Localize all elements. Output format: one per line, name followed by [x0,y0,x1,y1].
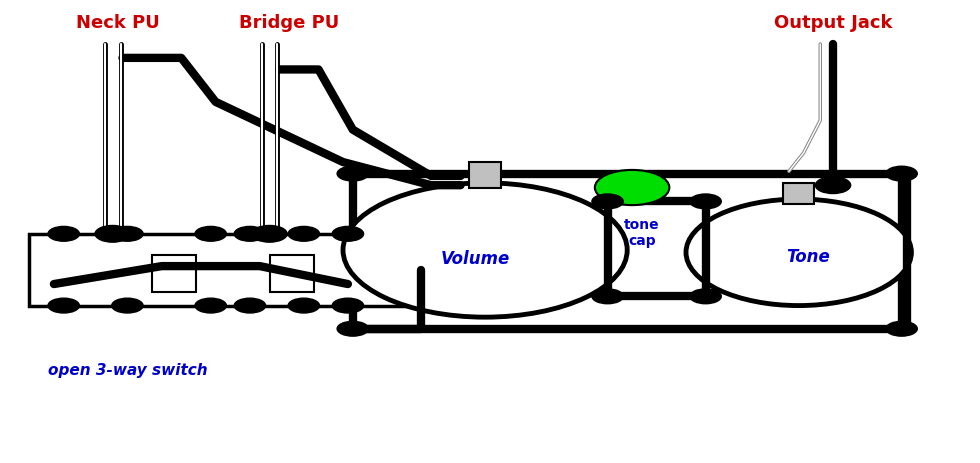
Circle shape [343,183,627,317]
Circle shape [690,289,721,304]
Circle shape [252,225,287,242]
Text: open 3-way switch: open 3-way switch [48,363,207,378]
Circle shape [48,298,79,313]
Circle shape [595,170,669,205]
Circle shape [690,194,721,209]
Circle shape [112,298,143,313]
Circle shape [332,226,364,241]
Bar [29,234,421,306]
Circle shape [592,289,623,304]
Circle shape [195,226,226,241]
Text: tone
cap: tone cap [624,218,660,248]
Text: Volume: Volume [441,250,510,268]
Bar [152,255,196,292]
Bar [783,183,814,204]
Circle shape [337,166,368,181]
Circle shape [332,298,364,313]
Circle shape [48,226,79,241]
Text: Output Jack: Output Jack [774,14,892,32]
Bar [270,255,314,292]
Bar [469,162,501,188]
Circle shape [592,194,623,209]
Circle shape [195,298,226,313]
Circle shape [112,226,143,241]
Circle shape [95,225,130,242]
Circle shape [234,298,266,313]
Circle shape [288,226,319,241]
Circle shape [686,199,911,306]
Circle shape [886,166,917,181]
Text: Bridge PU: Bridge PU [239,14,339,32]
Circle shape [234,226,266,241]
Circle shape [815,177,851,194]
Circle shape [886,321,917,336]
Circle shape [288,298,319,313]
Text: Neck PU: Neck PU [75,14,160,32]
Circle shape [337,321,368,336]
Text: Tone: Tone [787,248,830,266]
